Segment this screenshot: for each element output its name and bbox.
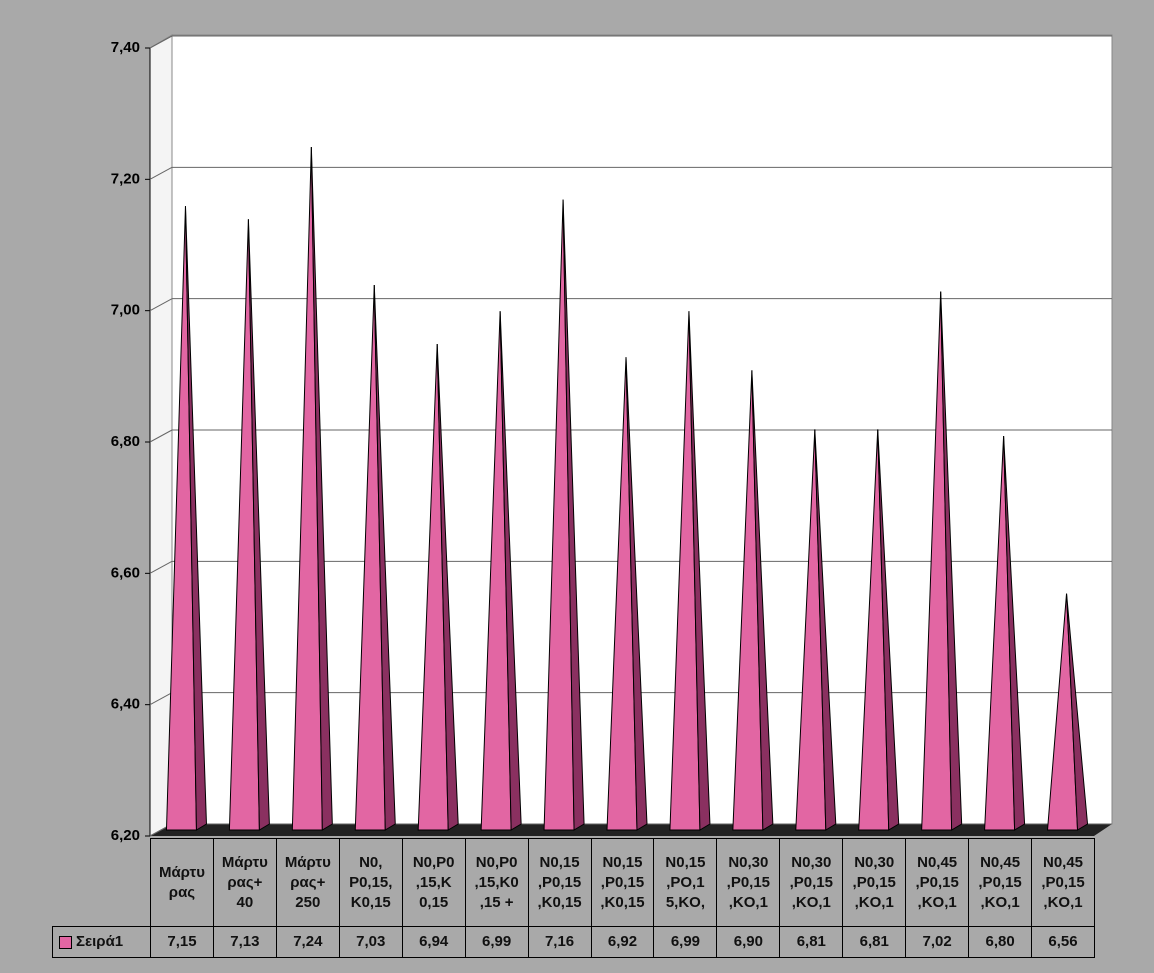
category-cell: Μάρτυ ρας+ 250 (275, 838, 340, 927)
pyramid-side (1066, 593, 1089, 831)
y-tick-label: 7,40 (111, 39, 140, 56)
value-label: 7,16 (527, 926, 592, 958)
pyramid-side (814, 429, 837, 831)
pyramid-side (1003, 435, 1026, 831)
pyramid-side (184, 206, 207, 831)
pyramid-side (310, 147, 333, 831)
category-cell: N0,15 ,P0,15 ,K0,15 (590, 838, 655, 927)
value-label: 6,81 (842, 926, 907, 958)
pyramid-side (436, 344, 459, 831)
category-cell: N0,30 ,P0,15 ,KO,1 (779, 838, 844, 927)
value-label: 7,13 (212, 926, 277, 958)
grid-line (149, 692, 173, 706)
value-label: 6,99 (653, 926, 718, 958)
value-label: 7,03 (338, 926, 403, 958)
pyramid-side (751, 370, 774, 831)
grid-line (149, 560, 173, 574)
category-cell: N0,15 ,P0,15 ,K0,15 (527, 838, 592, 927)
grid-line (149, 429, 173, 443)
pyramid-side (625, 357, 648, 831)
y-tick-label: 6,40 (111, 696, 140, 713)
value-label: 6,99 (464, 926, 529, 958)
y-tick-label: 6,60 (111, 564, 140, 581)
y-tick-label: 6,80 (111, 433, 140, 450)
grid-line (149, 298, 173, 312)
category-cell: N0,P0 ,15,K 0,15 (401, 838, 466, 927)
pyramid-side (877, 429, 900, 831)
category-cell: Μάρτυ ρας (150, 838, 214, 927)
legend-cell: Σειρά1 (52, 926, 151, 958)
category-cell: N0,30 ,P0,15 ,KO,1 (716, 838, 781, 927)
category-cell: N0,45 ,P0,15 ,KO,1 (905, 838, 970, 927)
grid-line (149, 35, 173, 49)
legend-swatch (59, 935, 72, 949)
value-label: 6,80 (968, 926, 1033, 958)
y-tick-label: 6,20 (111, 827, 140, 844)
y-tick-label: 7,20 (111, 170, 140, 187)
value-label: 6,90 (716, 926, 781, 958)
pyramid-side (940, 291, 963, 831)
value-label: 6,81 (779, 926, 844, 958)
category-cell: N0,15 ,PO,1 5,KO, (653, 838, 718, 927)
value-label: 6,56 (1031, 926, 1095, 958)
legend-label: Σειρά1 (76, 933, 124, 950)
value-label: 6,92 (590, 926, 655, 958)
category-cell: N0, P0,15, K0,15 (338, 838, 403, 927)
category-cell: N0,45 ,P0,15 ,KO,1 (1031, 838, 1095, 927)
category-cell: N0,30 ,P0,15 ,KO,1 (842, 838, 907, 927)
value-label: 7,24 (275, 926, 340, 958)
value-label: 7,15 (150, 926, 214, 958)
category-cell: N0,45 ,P0,15 ,KO,1 (968, 838, 1033, 927)
pyramid-side (373, 284, 396, 831)
category-cell: Μάρτυ ρας+ 40 (212, 838, 277, 927)
value-label: 7,02 (905, 926, 970, 958)
pyramid-side (562, 199, 585, 831)
pyramid-side (688, 311, 711, 831)
value-label: 6,94 (401, 926, 466, 958)
pyramid-side (499, 311, 522, 831)
pyramid-side (247, 219, 270, 831)
y-tick-label: 7,00 (111, 302, 140, 319)
category-cell: N0,P0 ,15,K0 ,15 + (464, 838, 529, 927)
grid-line (149, 166, 173, 180)
